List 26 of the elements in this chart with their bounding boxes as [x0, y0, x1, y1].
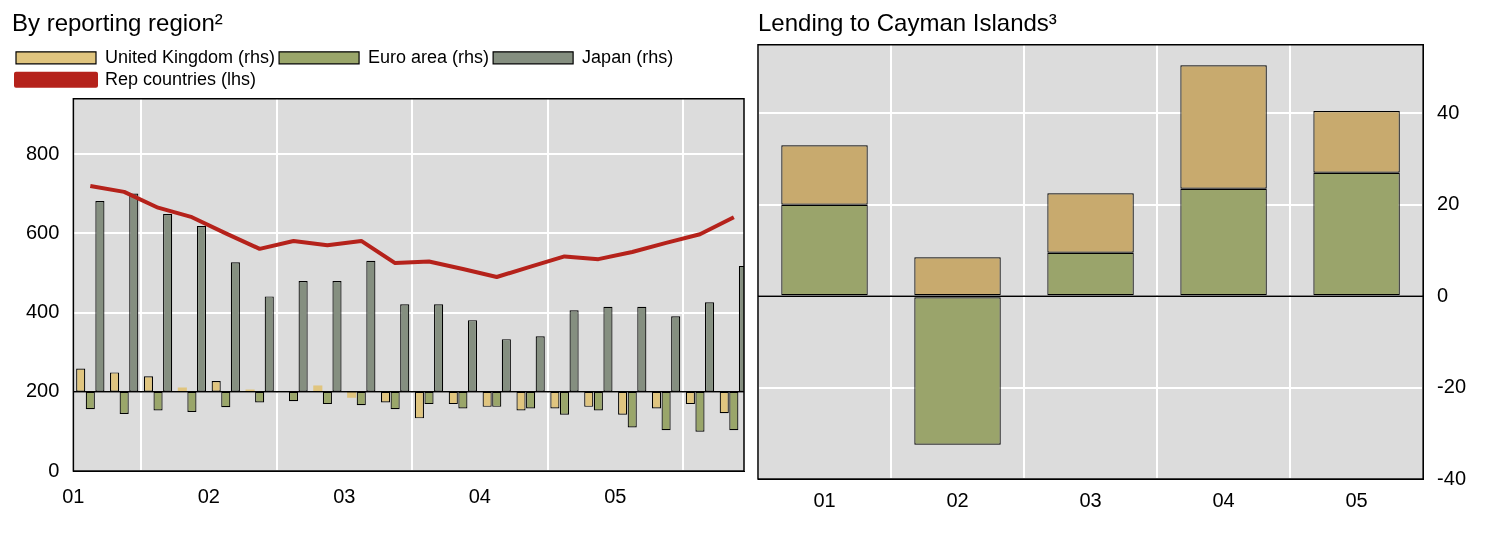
x-tick-label: 02: [946, 488, 969, 511]
x-tick-label: 03: [1079, 488, 1102, 511]
y2-tick-label: 40: [1437, 100, 1460, 123]
y2-tick-label: 20: [1437, 192, 1460, 215]
y-tick-label: 800: [25, 141, 60, 164]
x-tick-label: 05: [604, 484, 627, 507]
x-tick-label: 02: [197, 484, 220, 507]
legend-label: Rep countries (lhs): [105, 68, 257, 89]
x-tick-label: 04: [468, 484, 491, 507]
y-tick-label: 0: [48, 458, 60, 481]
chart-title: By reporting region²: [12, 9, 223, 37]
x-tick-label: 05: [1345, 488, 1368, 511]
x-tick-label: 04: [1212, 488, 1235, 511]
legend-label: Japan (rhs): [582, 46, 674, 67]
chart-title: Lending to Cayman Islands³: [758, 9, 1057, 37]
x-tick-label: 01: [813, 488, 836, 511]
y-tick-label: 200: [25, 379, 60, 402]
y-tick-label: 400: [25, 300, 60, 323]
legend-label: United Kingdom (rhs): [105, 46, 276, 67]
x-tick-label: 03: [333, 484, 356, 507]
y2-tick-label: -40: [1437, 466, 1466, 489]
x-tick-label: 01: [62, 484, 85, 507]
legend-label: Euro area (rhs): [368, 46, 490, 67]
y-tick-label: 600: [25, 220, 60, 243]
y2-tick-label: 0: [1437, 283, 1449, 306]
y2-tick-label: -20: [1437, 375, 1466, 398]
